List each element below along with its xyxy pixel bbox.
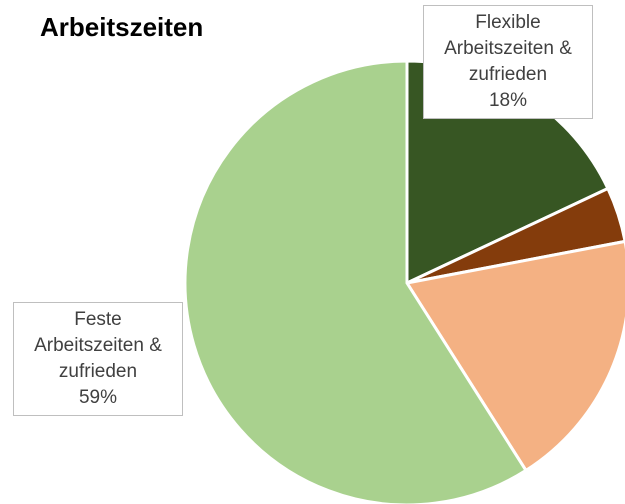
data-label: Flexible Arbeitszeiten & zufrieden 18% [423, 5, 593, 119]
category-label: Flexible Arbeitszeiten & zufrieden [444, 12, 572, 85]
value-label: 18% [488, 90, 528, 111]
category-label: Feste Arbeitszeiten & zufrieden [34, 309, 162, 382]
pie-slice [183, 59, 529, 504]
value-label: 59% [78, 387, 118, 408]
pie-slice [404, 239, 625, 473]
chart-title: Arbeitszeiten [40, 12, 204, 42]
data-label: Feste Arbeitszeiten & zufrieden 59% [13, 302, 183, 416]
pie-slice [406, 186, 625, 285]
